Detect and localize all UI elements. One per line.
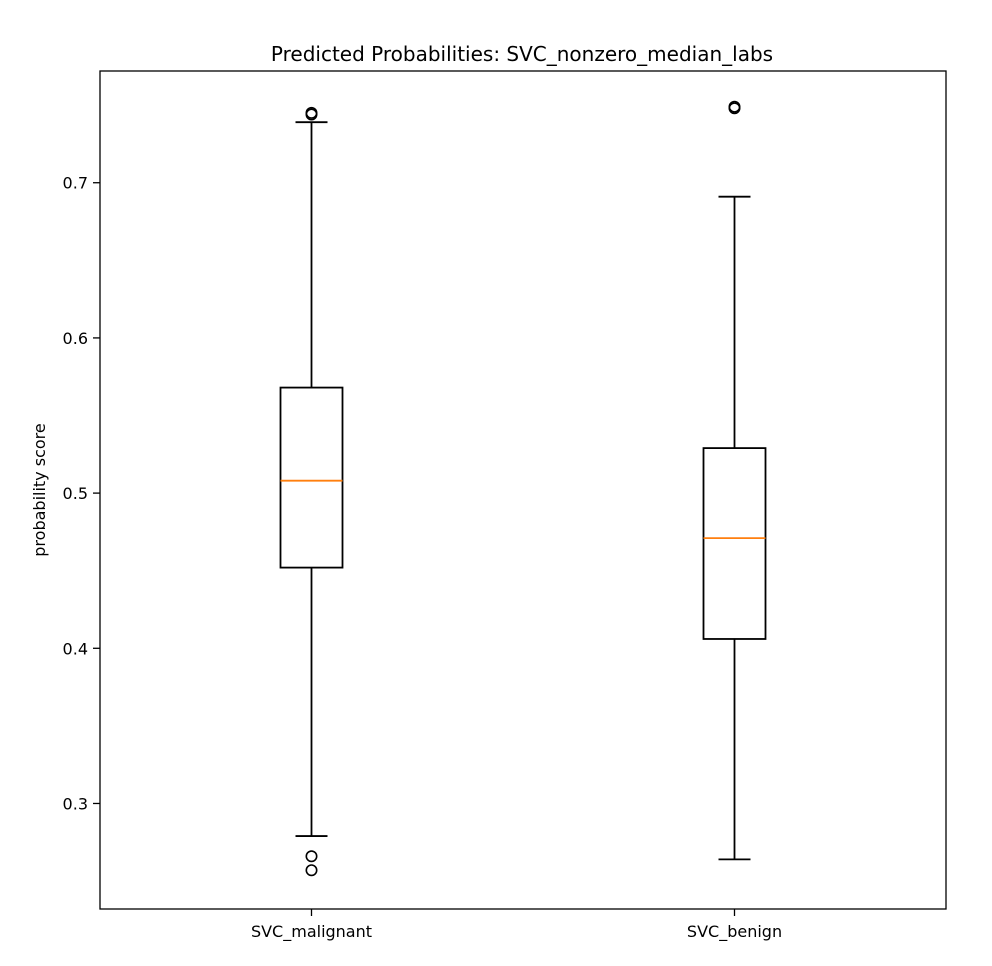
y-tick-label: 0.3 — [63, 794, 88, 813]
x-axis: SVC_malignant SVC_benign — [251, 909, 782, 942]
y-tick-label: 0.6 — [63, 329, 88, 348]
outlier-point — [305, 850, 318, 863]
y-axis: 0.3 0.4 0.5 0.6 0.7 — [63, 174, 100, 813]
box-SVC_malignant — [279, 106, 344, 877]
y-tick-label: 0.7 — [63, 174, 88, 193]
plot-area-frame — [99, 70, 947, 910]
outlier-point — [305, 106, 318, 119]
x-tick-label: SVC_malignant — [251, 922, 372, 942]
iqr-box — [702, 447, 767, 640]
plot-marks — [279, 100, 767, 877]
chart-title: Predicted Probabilities: SVC_nonzero_med… — [271, 42, 773, 66]
outlier-point — [728, 102, 741, 115]
y-axis-label: probability score — [30, 423, 49, 556]
outlier-point — [305, 864, 318, 877]
box-SVC_benign — [702, 100, 767, 861]
iqr-box — [279, 386, 344, 569]
x-tick-label: SVC_benign — [687, 922, 782, 942]
y-tick-label: 0.4 — [63, 639, 88, 658]
y-tick-label: 0.5 — [63, 484, 88, 503]
